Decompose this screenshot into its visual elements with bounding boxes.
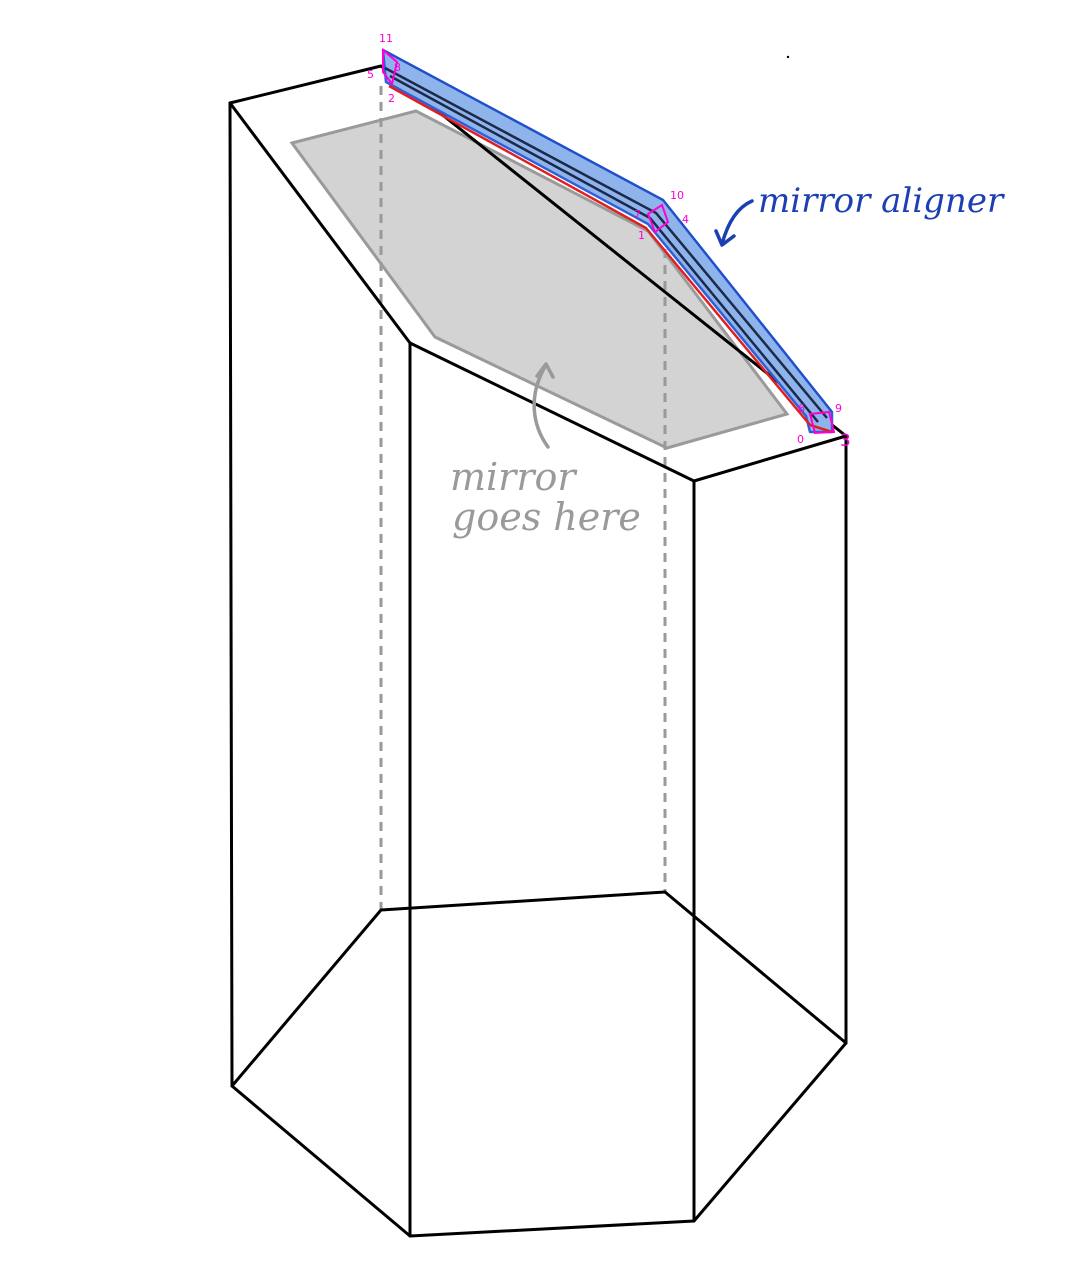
mirror-aligner-arrowhead bbox=[714, 229, 736, 247]
vertex-labels: 11 5 8 2 10 7 4 1 6 9 0 3 bbox=[367, 32, 851, 451]
vertex-markers bbox=[382, 47, 836, 435]
mirror-label-arrow bbox=[532, 363, 550, 449]
vertex-label-5: 5 bbox=[367, 68, 374, 81]
vertex-label-0: 0 bbox=[797, 433, 804, 446]
stray-dot bbox=[786, 55, 790, 59]
vertex-marker-left bbox=[382, 47, 399, 87]
vertex-marker-right bbox=[808, 410, 836, 435]
vertex-label-8: 8 bbox=[394, 61, 401, 74]
mirror-label-line2: goes here bbox=[452, 495, 641, 539]
bottom-face-outline bbox=[230, 890, 848, 1238]
aligner-top-edge bbox=[382, 49, 833, 413]
vertex-label-2: 2 bbox=[388, 92, 395, 105]
mirror-area bbox=[289, 109, 790, 450]
mirror-aligner-arrow bbox=[720, 199, 754, 246]
edge-left bbox=[228, 101, 234, 1088]
top-face-outline bbox=[228, 64, 848, 483]
vertex-label-9: 9 bbox=[835, 402, 842, 415]
vertex-label-3: 3 bbox=[840, 431, 851, 451]
vertex-label-1: 1 bbox=[638, 229, 645, 242]
aligner-inner-edge bbox=[384, 66, 828, 419]
vertex-label-10: 10 bbox=[670, 189, 684, 202]
vertex-marker-middle bbox=[646, 203, 670, 234]
mirror-label-arrowhead bbox=[535, 362, 555, 379]
vertex-label-6: 6 bbox=[798, 402, 805, 415]
vertex-label-7: 7 bbox=[634, 208, 641, 221]
vertex-label-4: 4 bbox=[682, 213, 689, 226]
aligner-bottom-edge bbox=[388, 84, 811, 426]
vertex-label-11: 11 bbox=[379, 32, 393, 45]
mirror-label-line1: mirror bbox=[450, 455, 578, 499]
mirror-aligner-label: mirror aligner bbox=[758, 181, 1005, 221]
